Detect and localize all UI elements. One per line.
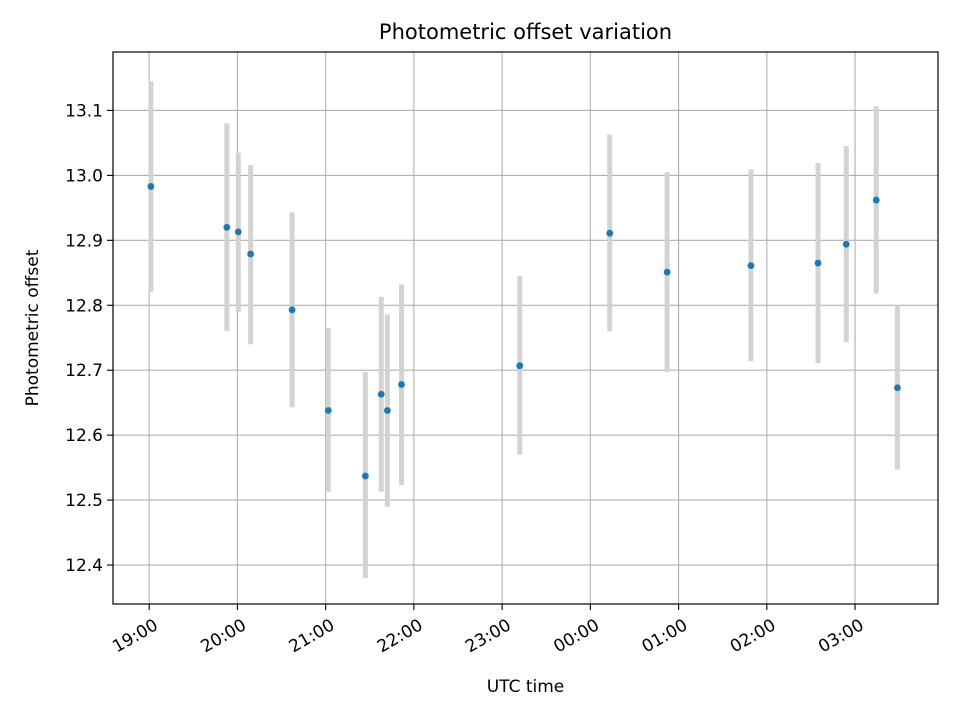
data-point xyxy=(147,183,155,190)
y-tick-label: 12.9 xyxy=(65,231,103,251)
x-axis-label: UTC time xyxy=(487,677,565,697)
data-point xyxy=(606,229,614,237)
data-point xyxy=(247,250,255,258)
data-point xyxy=(894,384,901,392)
data-point xyxy=(288,306,296,314)
y-tick-label: 12.4 xyxy=(65,556,103,576)
data-point xyxy=(814,259,822,267)
chart-title: Photometric offset variation xyxy=(379,20,672,44)
data-point xyxy=(872,196,880,204)
data-point xyxy=(842,240,850,248)
y-axis-label: Photometric offset xyxy=(23,249,43,406)
y-tick-label: 12.8 xyxy=(65,296,103,316)
data-point xyxy=(384,407,391,414)
data-point xyxy=(361,472,369,480)
y-tick-label: 13.0 xyxy=(65,166,103,186)
data-point xyxy=(377,390,385,398)
y-tick-label: 12.7 xyxy=(65,361,103,381)
data-point xyxy=(234,228,242,236)
y-tick-label: 13.1 xyxy=(65,101,103,121)
data-point xyxy=(516,362,524,370)
axes-frame xyxy=(112,51,939,605)
grid-lines xyxy=(113,52,938,604)
data-point xyxy=(324,407,332,414)
y-tick-label: 12.5 xyxy=(65,491,103,511)
data-point xyxy=(398,381,405,388)
data-points xyxy=(147,183,901,480)
data-point xyxy=(747,262,755,270)
data-point xyxy=(223,223,231,231)
y-tick-label: 12.6 xyxy=(65,426,103,446)
data-point xyxy=(663,268,671,276)
